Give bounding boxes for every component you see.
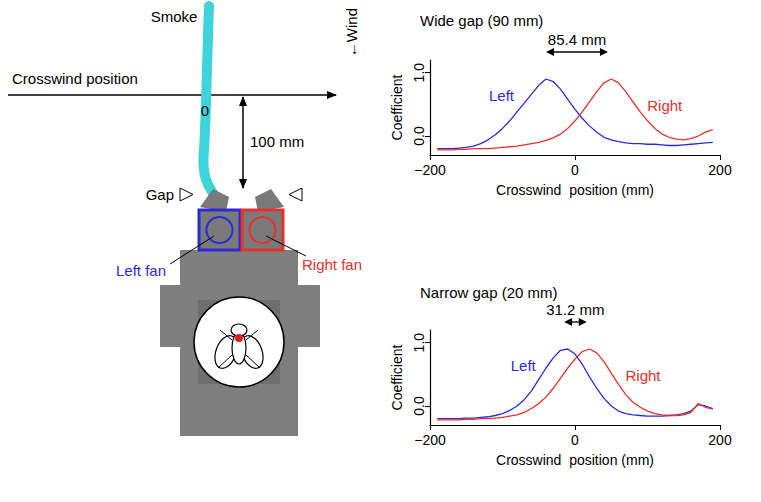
svg-text:0: 0 (571, 432, 579, 448)
svg-text:←Wind: ←Wind (343, 8, 360, 57)
svg-text:Right fan: Right fan (302, 256, 362, 273)
svg-text:Right: Right (647, 97, 683, 114)
svg-text:Crosswind position: Crosswind position (12, 70, 138, 87)
svg-text:100 mm: 100 mm (250, 133, 304, 150)
svg-text:Crosswind position (mm): Crosswind position (mm) (496, 182, 654, 198)
svg-text:0.0: 0.0 (411, 396, 427, 416)
svg-text:Gap: Gap (146, 186, 174, 203)
svg-text:Crosswind position (mm): Crosswind position (mm) (496, 452, 654, 468)
svg-text:Coefficient: Coefficient (389, 74, 405, 140)
svg-text:Coefficient: Coefficient (389, 344, 405, 410)
svg-text:1.0: 1.0 (411, 333, 427, 353)
svg-text:Right: Right (626, 367, 662, 384)
svg-text:31.2 mm: 31.2 mm (546, 301, 604, 318)
svg-text:Smoke: Smoke (151, 8, 198, 25)
svg-text:−200: −200 (414, 162, 446, 178)
svg-text:Left: Left (489, 87, 515, 104)
svg-text:200: 200 (708, 162, 732, 178)
svg-text:Left fan: Left fan (116, 262, 166, 279)
svg-text:Left: Left (511, 357, 537, 374)
svg-text:−200: −200 (414, 432, 446, 448)
svg-text:0: 0 (201, 102, 209, 119)
svg-text:Wide gap (90 mm): Wide gap (90 mm) (420, 12, 543, 29)
svg-text:85.4 mm: 85.4 mm (548, 31, 606, 48)
svg-text:1.0: 1.0 (411, 63, 427, 83)
svg-text:200: 200 (708, 432, 732, 448)
svg-text:0: 0 (571, 162, 579, 178)
svg-text:0.0: 0.0 (411, 126, 427, 146)
svg-text:Narrow gap (20 mm): Narrow gap (20 mm) (420, 284, 558, 301)
